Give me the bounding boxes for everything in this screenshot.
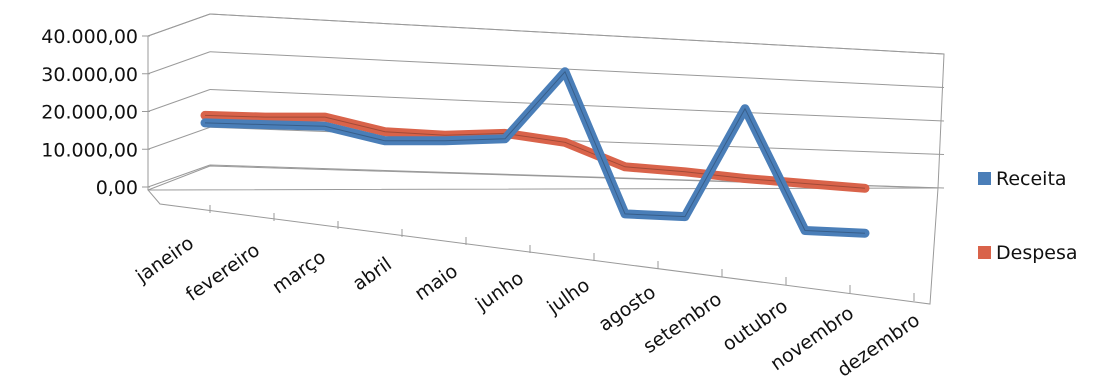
gridlines — [147, 13, 945, 189]
legend-label-despesa: Despesa — [996, 242, 1078, 264]
gridline — [147, 126, 211, 150]
series-line-despesa — [200, 110, 870, 193]
x-tick-label: agosto — [595, 281, 660, 336]
gridline — [147, 13, 211, 37]
series-edge-despesa — [204, 114, 866, 189]
y-tick-label: 30.000,00 — [41, 64, 138, 86]
plot-frame — [147, 13, 945, 305]
gridline — [147, 89, 211, 112]
x-tick-label: março — [268, 246, 329, 298]
y-tick-label: 40.000,00 — [41, 26, 138, 48]
y-axis: 0,00 10.000,00 20.000,00 30.000,00 40.000,00 — [41, 26, 150, 199]
legend: Receita Despesa — [978, 168, 1078, 264]
series-edge-receita — [204, 70, 866, 234]
gridline — [147, 51, 211, 75]
floor — [147, 165, 939, 305]
x-tick-label: abril — [349, 253, 396, 295]
legend-swatch-receita — [978, 172, 991, 185]
series-layer — [200, 67, 870, 238]
legend-label-receita: Receita — [996, 168, 1067, 190]
y-tick-label: 0,00 — [96, 177, 138, 199]
gridline — [209, 13, 945, 55]
back-wall — [147, 13, 945, 191]
x-tick-label: maio — [411, 260, 462, 305]
x-tick-label: janeiro — [131, 232, 198, 288]
series-line-receita — [200, 67, 870, 238]
gridline — [209, 51, 945, 88]
y-tick-label: 20.000,00 — [41, 102, 138, 124]
y-tick-label: 10.000,00 — [41, 139, 138, 161]
x-tick-label: julho — [543, 274, 594, 319]
legend-swatch-despesa — [978, 246, 991, 259]
x-tick-label: junho — [471, 267, 528, 316]
gridline — [147, 164, 211, 188]
